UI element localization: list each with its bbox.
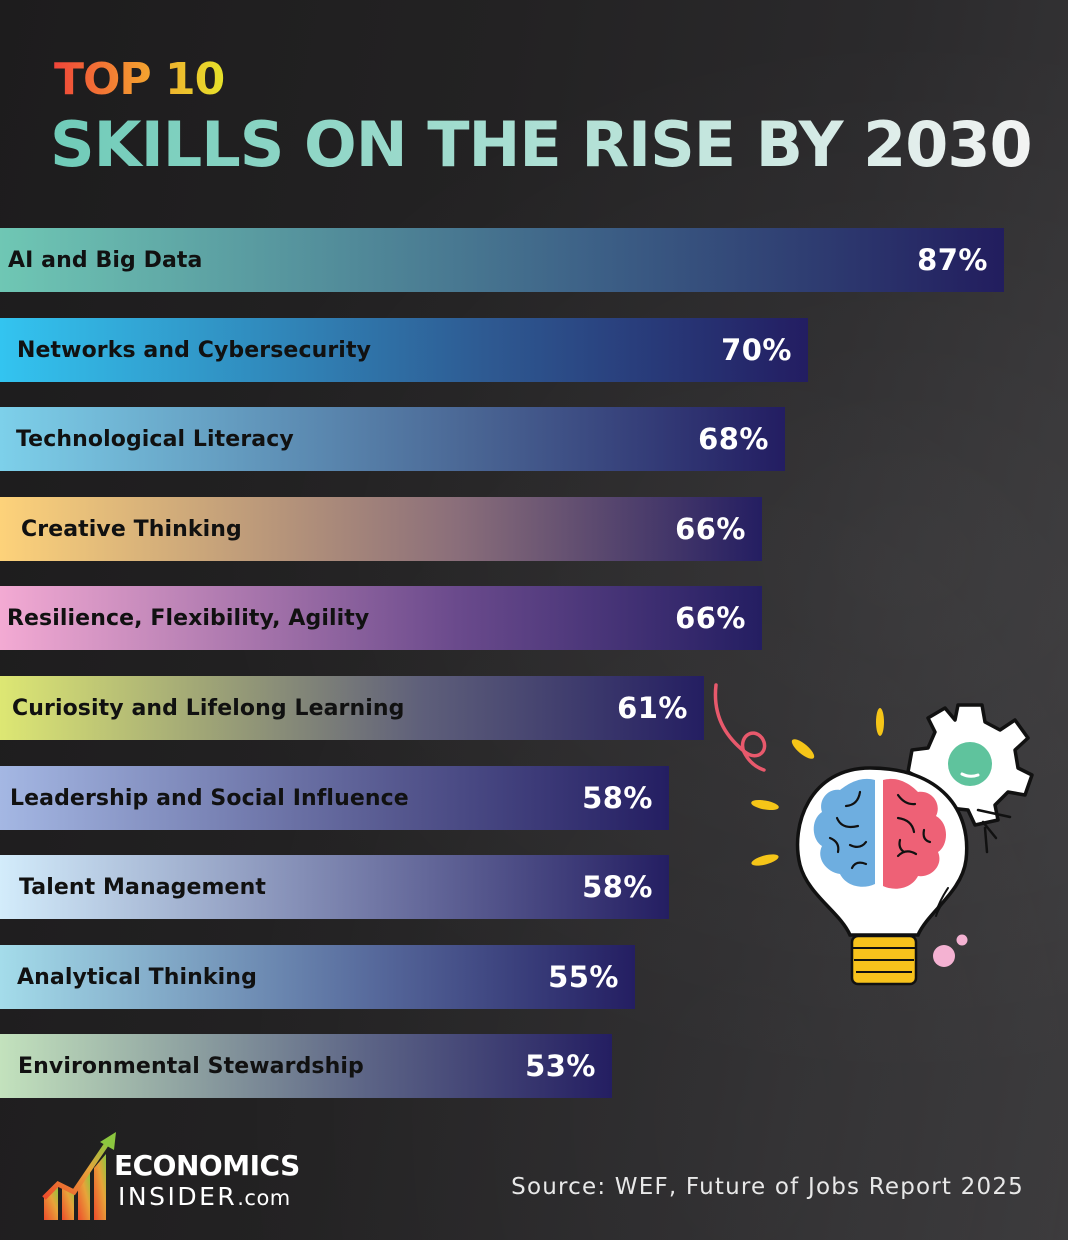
bar-value: 68% xyxy=(698,422,769,456)
logo-text-insider-main: INSIDER xyxy=(118,1182,238,1211)
bar-label: Networks and Cybersecurity xyxy=(17,337,372,363)
growth-chart-logo-icon xyxy=(42,1132,116,1220)
bar-row: Talent Management 58% xyxy=(0,855,669,919)
logo-text-insider: INSIDER.com xyxy=(118,1184,291,1209)
bar-value: 55% xyxy=(548,960,619,994)
bar-value: 58% xyxy=(582,781,653,815)
bar-label: AI and Big Data xyxy=(8,247,203,273)
bar-row: AI and Big Data 87% xyxy=(0,228,1004,292)
bar-label: Curiosity and Lifelong Learning xyxy=(12,695,405,721)
squiggle-icon xyxy=(713,683,767,772)
page-title: SKILLS ON THE RISE BY 2030 xyxy=(50,108,1033,181)
bar-value: 58% xyxy=(582,870,653,904)
bar-label: Technological Literacy xyxy=(16,426,294,452)
bar-value: 87% xyxy=(917,243,988,277)
bar-row: Technological Literacy 68% xyxy=(0,407,785,471)
bar-value: 66% xyxy=(675,601,746,635)
bar-label: Environmental Stewardship xyxy=(18,1053,364,1079)
bar-label: Talent Management xyxy=(19,874,266,900)
bar-label: Resilience, Flexibility, Agility xyxy=(7,605,370,631)
logo-text-economics: ECONOMICS xyxy=(114,1149,300,1182)
bar-label: Creative Thinking xyxy=(21,516,242,542)
title-top-label: TOP 10 xyxy=(54,54,225,105)
source-citation: Source: WEF, Future of Jobs Report 2025 xyxy=(511,1174,1024,1200)
bar-row: Curiosity and Lifelong Learning 61% xyxy=(0,676,704,740)
lightbulb-brain-gear-icon xyxy=(713,683,1034,986)
bar-row: Resilience, Flexibility, Agility 66% xyxy=(0,586,762,650)
bar-value: 61% xyxy=(617,691,688,725)
economics-insider-logo[interactable]: ECONOMICS INSIDER.com xyxy=(40,1128,330,1223)
bar-row: Environmental Stewardship 53% xyxy=(0,1034,612,1098)
bar-label: Analytical Thinking xyxy=(17,964,257,990)
bar-value: 66% xyxy=(675,512,746,546)
bar-row: Leadership and Social Influence 58% xyxy=(0,766,669,830)
bar-row: Networks and Cybersecurity 70% xyxy=(0,318,808,382)
bar-row: Analytical Thinking 55% xyxy=(0,945,635,1009)
logo-text-dotcom: .com xyxy=(237,1186,291,1210)
bar-label: Leadership and Social Influence xyxy=(10,785,409,811)
bar-row: Creative Thinking 66% xyxy=(0,497,762,561)
bar-value: 70% xyxy=(721,333,792,367)
bar-value: 53% xyxy=(525,1049,596,1083)
